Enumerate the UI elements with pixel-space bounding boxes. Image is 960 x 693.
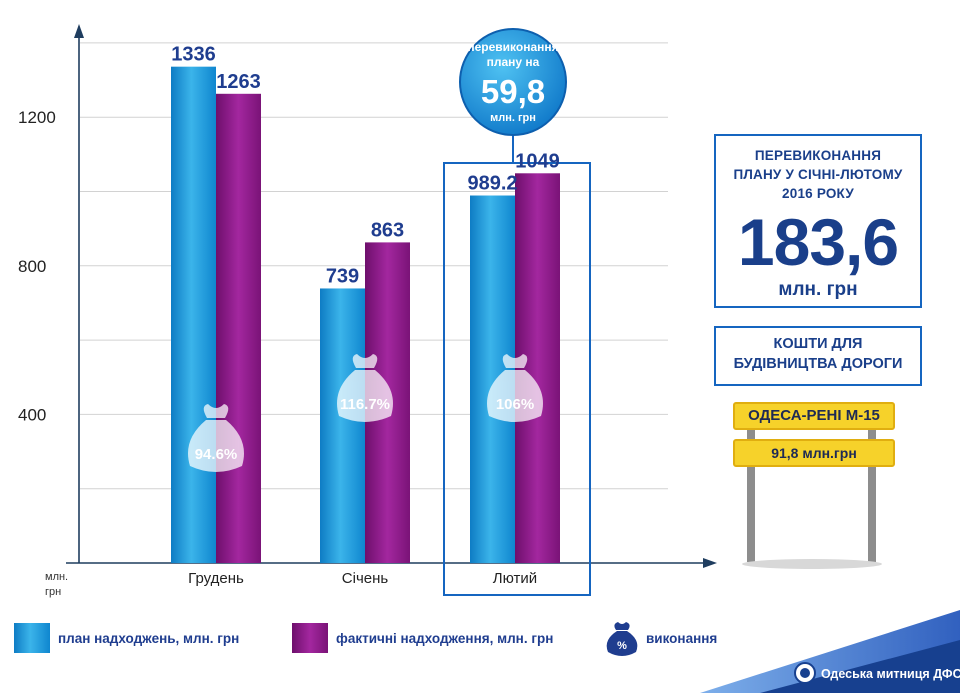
bar-plan bbox=[320, 288, 365, 563]
y-tick-label: 800 bbox=[18, 257, 46, 276]
legend-plan-swatch bbox=[14, 623, 50, 653]
legend-execution-icon-text: % bbox=[617, 640, 627, 652]
execution-percent-label: 116.7% bbox=[340, 396, 390, 413]
x-tick-label: Січень bbox=[342, 570, 389, 587]
amount-sign: 91,8 млн.грн bbox=[733, 439, 895, 467]
legend-execution-icon: % bbox=[606, 622, 638, 656]
legend-execution-label: виконання bbox=[646, 631, 717, 646]
bar-fact bbox=[515, 173, 560, 563]
summary-unit: млн. грн bbox=[778, 279, 858, 300]
legend-fact-swatch bbox=[292, 623, 328, 653]
bar-value-label: 989.2 bbox=[467, 173, 517, 195]
legend-plan-label: план надходжень, млн. грн bbox=[58, 631, 239, 646]
bar-fact bbox=[216, 93, 261, 563]
footer-band: Одеська митниця ДФС bbox=[700, 610, 960, 693]
funds-title-line2: БУДІВНИЦТВА ДОРОГИ bbox=[733, 356, 903, 372]
summary-box: ПЕРЕВИКОНАННЯ ПЛАНУ У СІЧНІ-ЛЮТОМУ 2016 … bbox=[714, 134, 922, 308]
funds-title: КОШТИ ДЛЯ БУДІВНИЦТВА ДОРОГИ bbox=[716, 334, 920, 374]
callout-unit: млн. грн bbox=[490, 112, 536, 124]
funds-title-line1: КОШТИ ДЛЯ bbox=[773, 336, 863, 352]
x-tick-labels: Грудень Січень Лютий bbox=[188, 570, 537, 587]
bars bbox=[171, 66, 560, 564]
bar-value-label: 1336 bbox=[171, 44, 216, 66]
bar-value-label: 1049 bbox=[515, 150, 560, 172]
bar-value-label: 1263 bbox=[216, 71, 261, 93]
callout-value: 59,8 bbox=[481, 73, 545, 110]
highlight-frame bbox=[443, 162, 591, 596]
y-tick-label: 400 bbox=[18, 405, 46, 424]
callout-circle bbox=[459, 28, 567, 136]
x-tick-label: Грудень bbox=[188, 570, 244, 587]
x-axis-arrow bbox=[703, 558, 717, 568]
road-sign: ОДЕСА-РЕНІ М-15 bbox=[733, 402, 895, 430]
bar-value-label: 863 bbox=[371, 219, 404, 241]
sign-post-shadow bbox=[742, 559, 882, 569]
overfulfillment-callout: перевиконання плану на 59,8 млн. грн bbox=[459, 28, 567, 136]
callout-line1: перевиконання bbox=[467, 40, 558, 54]
y-unit-label-line1: млн. bbox=[45, 571, 68, 583]
legend: план надходжень, млн. грн фактичні надхо… bbox=[14, 622, 717, 656]
summary-title: ПЕРЕВИКОНАННЯ ПЛАНУ У СІЧНІ-ЛЮТОМУ 2016 … bbox=[716, 146, 920, 203]
summary-value: 183,6 bbox=[737, 205, 899, 279]
funds-box: КОШТИ ДЛЯ БУДІВНИЦТВА ДОРОГИ bbox=[714, 326, 922, 386]
execution-bags: 94.6% 116.7% 106% bbox=[188, 354, 543, 472]
summary-title-line2: ПЛАНУ У СІЧНІ-ЛЮТОМУ bbox=[733, 167, 903, 182]
org-name: Одеська митниця ДФС bbox=[821, 667, 960, 681]
legend-fact-label: фактичні надходження, млн. грн bbox=[336, 631, 553, 646]
bar-plan bbox=[171, 66, 216, 564]
execution-percent-label: 94.6% bbox=[195, 446, 238, 463]
sign-post-right bbox=[868, 424, 876, 562]
y-tick-label: 1200 bbox=[18, 108, 56, 127]
bar-value-label: 739 bbox=[326, 265, 359, 287]
y-axis-arrow bbox=[74, 24, 84, 38]
y-unit-label-line2: грн bbox=[45, 586, 61, 598]
execution-percent-label: 106% bbox=[496, 396, 534, 413]
money-bag-icon bbox=[337, 354, 393, 422]
summary-title-line3: 2016 РОКУ bbox=[782, 186, 854, 201]
y-tick-labels: 400 800 1200 bbox=[18, 108, 56, 424]
callout-line2: плану на bbox=[487, 55, 540, 69]
summary-title-line1: ПЕРЕВИКОНАННЯ bbox=[754, 148, 882, 163]
x-tick-label: Лютий bbox=[493, 570, 537, 587]
road-sign-posts bbox=[742, 424, 882, 569]
money-bag-icon bbox=[487, 354, 543, 422]
sign-post-left bbox=[747, 424, 755, 562]
money-bag-icon bbox=[188, 404, 244, 472]
